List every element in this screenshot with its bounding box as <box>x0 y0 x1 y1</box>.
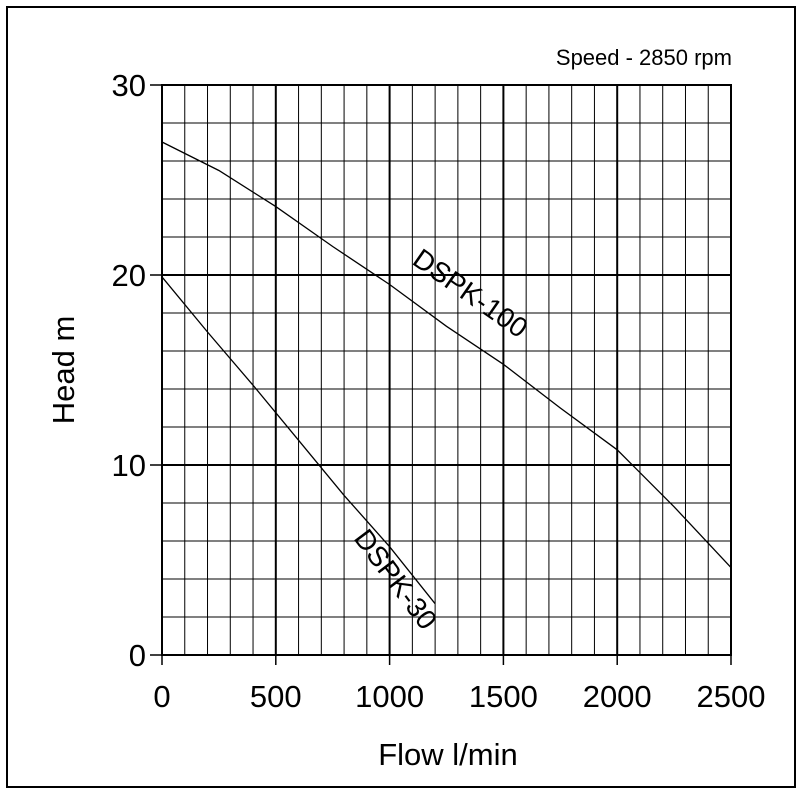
y-tick-label: 10 <box>112 448 146 483</box>
series-line-dspk-100 <box>161 141 732 569</box>
x-tick-label: 1500 <box>469 679 538 714</box>
series-lines <box>161 141 732 605</box>
x-tick-label: 2000 <box>583 679 652 714</box>
chart-frame <box>6 6 796 788</box>
x-axis-ticks: 0 500 1000 1500 2000 2500 <box>153 655 765 714</box>
series-label-dspk-100: DSPK-100 <box>407 243 533 344</box>
y-axis-ticks: 0 10 20 30 <box>112 68 162 673</box>
x-tick-label: 2500 <box>697 679 766 714</box>
y-tick-label: 20 <box>112 258 146 293</box>
minor-grid <box>161 84 732 656</box>
y-tick-label: 30 <box>112 68 146 103</box>
series-line-dspk-30 <box>161 276 436 605</box>
plot-area-border <box>161 84 732 656</box>
x-tick-label: 1000 <box>355 679 424 714</box>
major-grid <box>161 84 732 656</box>
y-tick-label: 0 <box>129 638 146 673</box>
x-tick-label: 0 <box>153 679 170 714</box>
x-tick-label: 500 <box>250 679 302 714</box>
x-axis-label: Flow l/min <box>378 737 518 772</box>
y-axis-label: Head m <box>46 316 81 425</box>
speed-annotation: Speed - 2850 rpm <box>556 45 732 70</box>
